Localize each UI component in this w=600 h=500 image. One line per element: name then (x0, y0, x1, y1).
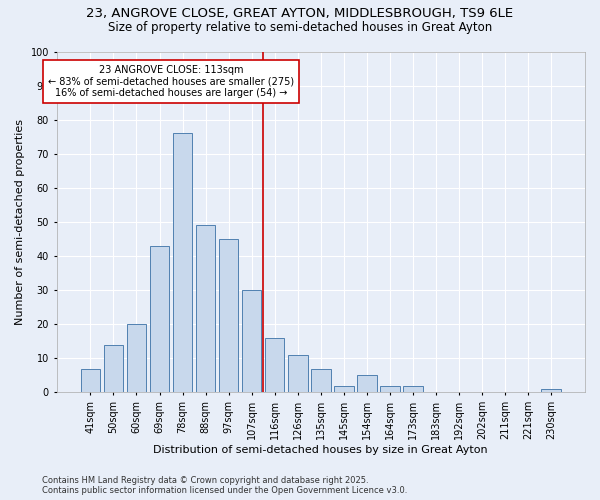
Bar (150, 246, 169, 392)
Text: Size of property relative to semi-detached houses in Great Ayton: Size of property relative to semi-detach… (108, 21, 492, 34)
Bar (403, 386, 423, 392)
Bar (334, 386, 353, 392)
Bar (242, 290, 262, 392)
Bar (380, 386, 400, 392)
Bar (104, 344, 123, 393)
Y-axis label: Number of semi-detached properties: Number of semi-detached properties (15, 119, 25, 325)
Bar (127, 324, 146, 392)
Text: Contains HM Land Registry data © Crown copyright and database right 2025.
Contai: Contains HM Land Registry data © Crown c… (42, 476, 407, 495)
Text: 23, ANGROVE CLOSE, GREAT AYTON, MIDDLESBROUGH, TS9 6LE: 23, ANGROVE CLOSE, GREAT AYTON, MIDDLESB… (86, 8, 514, 20)
Bar (265, 338, 284, 392)
Bar (80, 368, 100, 392)
Text: 23 ANGROVE CLOSE: 113sqm
← 83% of semi-detached houses are smaller (275)
16% of : 23 ANGROVE CLOSE: 113sqm ← 83% of semi-d… (48, 65, 294, 98)
Bar (311, 368, 331, 392)
Bar (219, 239, 238, 392)
Bar (196, 226, 215, 392)
Bar (288, 355, 308, 393)
X-axis label: Distribution of semi-detached houses by size in Great Ayton: Distribution of semi-detached houses by … (154, 445, 488, 455)
Bar (357, 376, 377, 392)
Bar (541, 389, 561, 392)
Bar (173, 134, 193, 392)
